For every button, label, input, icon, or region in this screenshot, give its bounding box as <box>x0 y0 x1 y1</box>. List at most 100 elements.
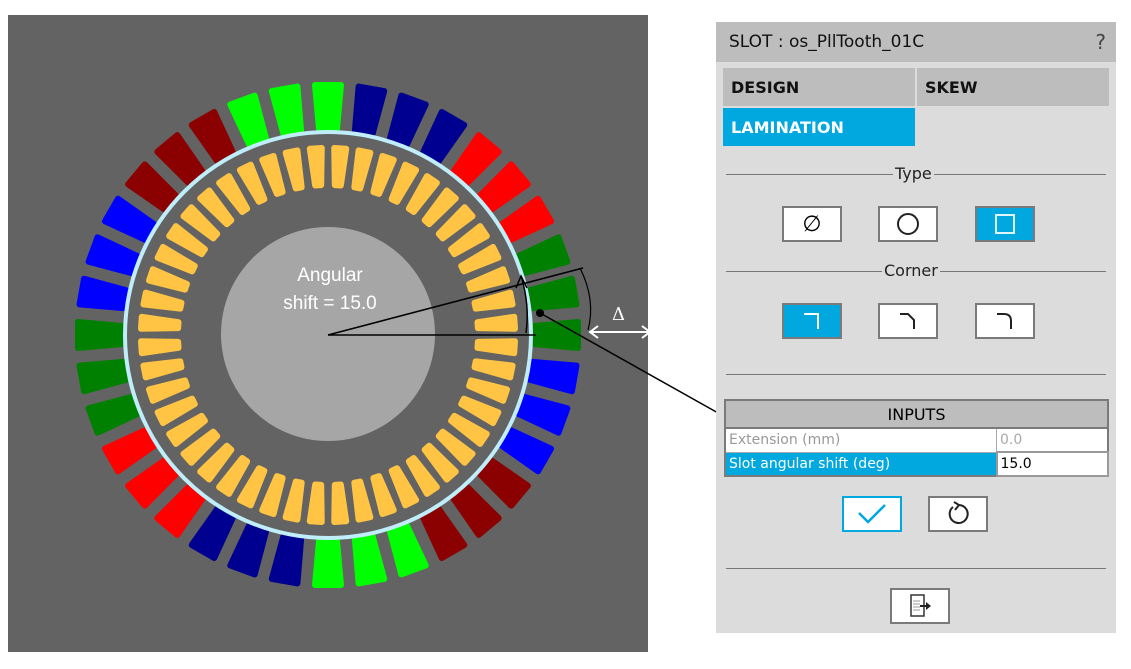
stator-slot <box>76 275 130 312</box>
stator-slot <box>450 484 502 538</box>
rotor-slot <box>259 152 286 197</box>
rotor-slot <box>331 145 350 189</box>
rotor-slot <box>282 147 305 192</box>
extension-label: Extension (mm) <box>724 427 997 453</box>
rotor-slot <box>405 173 440 215</box>
rotor-slot <box>166 412 208 447</box>
stator-slot <box>75 319 125 351</box>
type-square-button[interactable] <box>975 206 1035 242</box>
stator-slot <box>386 522 429 578</box>
stator-slot <box>526 275 580 312</box>
stator-slot <box>515 393 571 436</box>
checkmark-icon <box>858 504 886 524</box>
stator-slot <box>351 83 388 137</box>
stator-slot <box>154 484 206 538</box>
annotation-line-1: Angular <box>297 265 363 286</box>
inputs-table: INPUTS Extension (mm) 0.0 Slot angular s… <box>724 399 1109 477</box>
rotor-slot <box>471 289 516 312</box>
stator-slot <box>420 505 468 562</box>
stator-slot <box>268 83 305 137</box>
slot-angular-shift-label: Slot angular shift (deg) <box>724 451 997 477</box>
rotor-slot <box>471 358 516 381</box>
type-circle-button[interactable] <box>878 206 938 242</box>
rotor-slot <box>197 187 235 228</box>
rotor-slot <box>306 145 325 189</box>
rotor-slot <box>154 243 198 275</box>
rotor-slot <box>306 481 325 525</box>
tab-skew[interactable]: SKEW <box>917 68 1109 106</box>
apply-button[interactable] <box>842 496 902 532</box>
corner-round-button[interactable] <box>975 303 1035 339</box>
rotor-slot <box>197 442 235 483</box>
stator-slot <box>312 82 344 132</box>
rotor-slot <box>474 313 518 332</box>
tab-design[interactable]: DESIGN <box>723 68 915 106</box>
stator-slot <box>101 427 158 475</box>
stator-slot <box>85 234 141 277</box>
rotor-slot <box>140 358 185 381</box>
circle-icon <box>897 213 919 235</box>
export-button[interactable] <box>890 588 950 624</box>
corner-chamfer-button[interactable] <box>878 303 938 339</box>
rotor-slot <box>466 377 511 404</box>
rotor-slot <box>421 187 459 228</box>
slot-angular-shift-field[interactable]: 15.0 <box>995 451 1109 477</box>
rotor-slot <box>140 289 185 312</box>
stator-slot <box>450 132 502 186</box>
undo-icon <box>948 501 969 524</box>
rotor-slot <box>405 455 440 497</box>
motor-cross-section-view[interactable] <box>8 15 648 652</box>
tab-lamination[interactable]: LAMINATION <box>723 108 915 146</box>
rotor-slot <box>466 266 511 293</box>
stator-slot <box>477 457 531 509</box>
rotor-slot <box>236 161 268 205</box>
rotor-slot <box>388 465 420 509</box>
sharp-corner-icon <box>804 313 819 329</box>
stator-slot <box>477 161 531 213</box>
rotor-slot <box>474 338 518 357</box>
stator-slot <box>420 108 468 165</box>
panel-header: SLOT : os_PllTooth_01C ? <box>716 22 1116 62</box>
round-corner-icon <box>997 313 1012 329</box>
reset-button[interactable] <box>928 496 988 532</box>
motor-drawing <box>75 82 581 588</box>
stator-slot <box>85 393 141 436</box>
rotor-slot <box>145 266 190 293</box>
type-label: Type <box>893 164 934 183</box>
none-icon: ∅ <box>802 211 822 237</box>
stator-slot <box>188 505 236 562</box>
corner-sharp-button[interactable] <box>782 303 842 339</box>
stator-slot <box>498 427 555 475</box>
rotor-slot <box>216 455 251 497</box>
rotor-slot <box>458 395 502 427</box>
help-button[interactable]: ? <box>1095 30 1106 54</box>
rotor-slot <box>331 481 350 525</box>
stator-slot <box>227 522 270 578</box>
rotor-slot <box>154 395 198 427</box>
rotor-slot <box>370 473 397 518</box>
rotor-slot <box>138 338 182 357</box>
table-row: Slot angular shift (deg) 15.0 <box>724 451 1109 477</box>
bottom-divider <box>726 568 1106 569</box>
stator-slot <box>531 319 581 351</box>
stator-slot <box>227 92 270 148</box>
export-document-icon <box>910 594 931 617</box>
panel-title: SLOT : os_PllTooth_01C <box>729 32 925 52</box>
rotor-slot <box>282 478 305 523</box>
rotor-slot <box>435 204 476 242</box>
rotor-slot <box>216 173 251 215</box>
square-icon <box>995 214 1015 234</box>
rotor-slot <box>370 152 397 197</box>
rotor-slot <box>236 465 268 509</box>
stator-slot <box>515 234 571 277</box>
rotor-slot <box>448 412 490 447</box>
rotor-slot <box>138 313 182 332</box>
stator-slot <box>526 358 580 395</box>
angular-shift-annotation: Angular shift = 15.0 <box>250 262 410 318</box>
type-none-button[interactable]: ∅ <box>782 206 842 242</box>
shaft-disk <box>221 227 435 441</box>
rotor-slot <box>351 147 374 192</box>
stator-slot <box>268 533 305 587</box>
stator-slot <box>386 92 429 148</box>
corner-label: Corner <box>882 261 940 280</box>
